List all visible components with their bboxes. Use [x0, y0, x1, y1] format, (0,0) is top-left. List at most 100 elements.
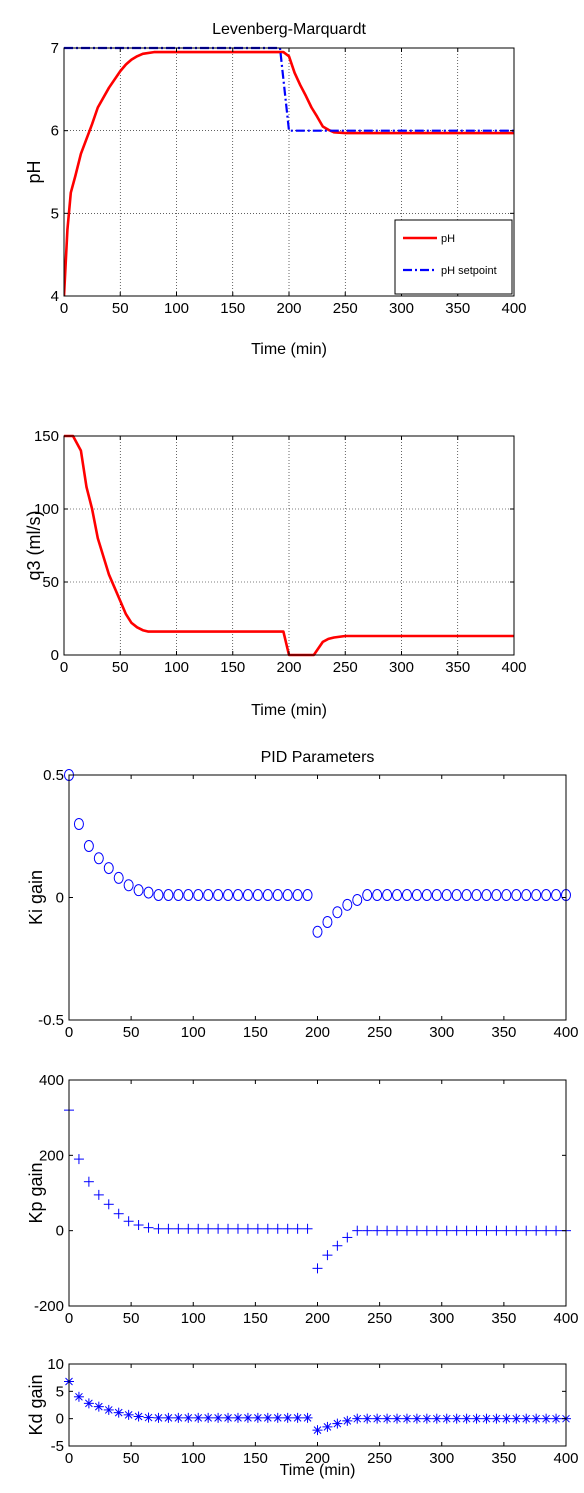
- data-point: [113, 871, 124, 884]
- data-point: [143, 1412, 154, 1423]
- x-tick-label: 350: [491, 1450, 516, 1467]
- data-point: [103, 862, 114, 875]
- data-point: [411, 1225, 422, 1236]
- markers: [64, 1105, 571, 1274]
- data-point: [511, 1225, 522, 1236]
- x-tick-label: 400: [553, 1450, 578, 1467]
- data-point: [312, 1425, 323, 1436]
- data-point: [252, 889, 263, 902]
- x-tick-label: 200: [305, 1024, 330, 1041]
- data-point: [83, 1398, 94, 1409]
- data-point: [272, 1412, 283, 1423]
- data-point: [372, 1413, 383, 1424]
- x-tick-label: 250: [367, 1450, 392, 1467]
- data-point: [481, 889, 492, 902]
- y-tick-label: -5: [51, 1438, 64, 1455]
- y-tick-label: 10: [47, 1356, 64, 1373]
- y-tick-label: 4: [51, 288, 59, 305]
- x-tick-label: 100: [181, 1024, 206, 1041]
- data-point: [133, 1220, 144, 1231]
- data-point: [511, 889, 522, 902]
- data-point: [332, 906, 343, 919]
- data-point: [153, 889, 164, 902]
- data-point: [173, 1223, 184, 1234]
- data-point: [411, 1413, 422, 1424]
- y-tick-label: 50: [42, 574, 59, 591]
- x-tick-label: 50: [112, 659, 129, 676]
- x-tick-label: 300: [389, 659, 414, 676]
- data-point: [382, 1413, 393, 1424]
- legend: pH pH setpoint: [394, 219, 513, 295]
- data-point: [153, 1412, 164, 1423]
- markers: [64, 1376, 571, 1436]
- data-point: [292, 1412, 303, 1423]
- y-tick-label: 0: [56, 1223, 64, 1240]
- data-point: [521, 1225, 532, 1236]
- data-point: [153, 1223, 164, 1234]
- data-point: [272, 1223, 283, 1234]
- data-point: [133, 884, 144, 897]
- data-point: [441, 1225, 452, 1236]
- data-point: [103, 1199, 114, 1210]
- data-point: [392, 889, 403, 902]
- data-point: [352, 1413, 363, 1424]
- chart-title: PID Parameters: [261, 749, 375, 766]
- x-tick-label: 200: [305, 1310, 330, 1327]
- data-point: [431, 889, 442, 902]
- chart-1: 0 50 100 150 200 250 300 350 400 4 5 6 7 Levenberg-Ma…: [24, 21, 527, 358]
- data-point: [421, 889, 432, 902]
- x-tick-label: 350: [445, 300, 470, 317]
- x-tick-label: 400: [553, 1310, 578, 1327]
- x-tick-label: 0: [60, 300, 68, 317]
- y-tick-label: -200: [34, 1298, 64, 1315]
- x-tick-label: 300: [429, 1024, 454, 1041]
- x-tick-label: 100: [181, 1450, 206, 1467]
- y-axis-label: Kp gain: [26, 1162, 46, 1223]
- data-point: [362, 1225, 373, 1236]
- data-point: [302, 1223, 313, 1234]
- data-point: [93, 1189, 104, 1200]
- data-point: [183, 1223, 194, 1234]
- data-point: [73, 818, 84, 830]
- data-point: [302, 1412, 313, 1423]
- series-line-q3: [64, 434, 514, 657]
- data-point: [123, 879, 134, 892]
- data-point: [332, 1418, 343, 1429]
- x-tick-label: 50: [112, 300, 129, 317]
- data-point: [93, 1401, 104, 1412]
- data-point: [143, 1222, 154, 1233]
- x-tick-label: 400: [553, 1024, 578, 1041]
- data-point: [302, 889, 313, 902]
- data-point: [262, 1412, 273, 1423]
- data-point: [143, 886, 154, 899]
- data-point: [322, 1250, 333, 1261]
- y-tick-label: 150: [34, 428, 59, 445]
- data-point: [471, 1225, 482, 1236]
- data-point: [272, 889, 283, 902]
- x-tick-label: 400: [501, 300, 526, 317]
- x-tick-label: 250: [367, 1024, 392, 1041]
- data-point: [411, 889, 422, 902]
- data-point: [362, 889, 373, 902]
- data-point: [213, 1223, 224, 1234]
- data-point: [203, 889, 214, 902]
- data-point: [133, 1411, 144, 1422]
- data-point: [312, 1263, 323, 1274]
- data-point: [193, 1412, 204, 1423]
- data-point: [431, 1413, 442, 1424]
- data-point: [292, 889, 303, 902]
- data-point: [203, 1412, 214, 1423]
- data-point: [242, 1412, 253, 1423]
- legend-label: pH setpoint: [441, 265, 497, 277]
- x-tick-label: 0: [65, 1450, 73, 1467]
- y-axis-label: pH: [24, 160, 44, 183]
- grid: [64, 48, 514, 296]
- data-point: [173, 1412, 184, 1423]
- x-tick-label: 350: [491, 1024, 516, 1041]
- x-tick-label: 50: [123, 1310, 140, 1327]
- data-point: [193, 1223, 204, 1234]
- data-point: [531, 1413, 542, 1424]
- y-tick-label: 0: [51, 647, 59, 664]
